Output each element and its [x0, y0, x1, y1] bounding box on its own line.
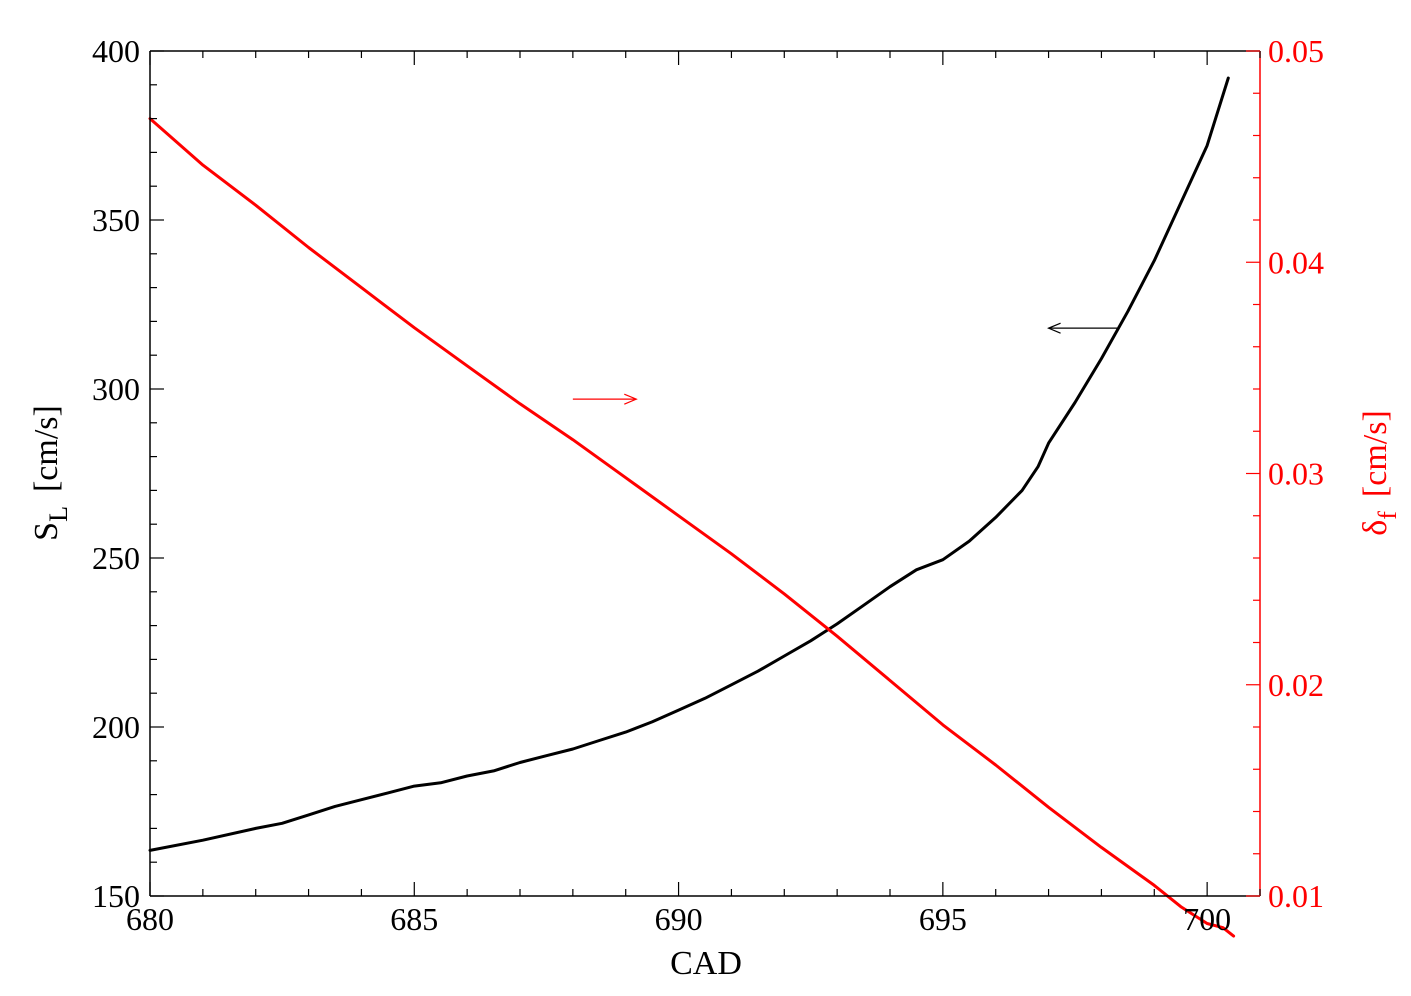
annotation-arrow-left-head: [1047, 322, 1061, 334]
right-y-axis-title: δf[cm/s]: [1357, 410, 1402, 536]
y-right-tick-label: 0.02: [1268, 667, 1324, 703]
y-left-tick-label: 400: [92, 33, 140, 69]
tick-labels: 680 685 690 695 700 150 200 250 300 350 400 0.01 0.0…: [92, 33, 1324, 937]
y-left-tick-label: 250: [92, 540, 140, 576]
y-right-tick-label: 0.04: [1268, 244, 1324, 280]
x-tick-label: 685: [390, 901, 438, 937]
sl-series-line: [148, 76, 1230, 852]
y-left-tick-label: 300: [92, 371, 140, 407]
y-left-tick-label: 150: [92, 878, 140, 914]
plot-lines: [148, 76, 1236, 938]
x-tick-label: 700: [1183, 901, 1231, 937]
y-left-tick-label: 350: [92, 202, 140, 238]
x-axis-title: CAD: [670, 945, 742, 982]
svg-text:SL[cm/s]: SL[cm/s]: [28, 405, 73, 541]
x-tick-label: 690: [655, 901, 703, 937]
axis-ticks: [149, 50, 1261, 897]
y-right-tick-label: 0.05: [1268, 33, 1324, 69]
delta-f-series-line: [148, 117, 1236, 938]
annotation-arrow-right-head: [624, 393, 638, 405]
annotation-arrows: [572, 322, 1118, 405]
plot-frame: [149, 50, 1261, 897]
y-left-tick-label: 200: [92, 709, 140, 745]
y-right-tick-label: 0.01: [1268, 878, 1324, 914]
y-right-tick-label: 0.03: [1268, 456, 1324, 492]
left-y-axis-title: SL[cm/s]: [28, 405, 73, 541]
x-tick-label: 695: [919, 901, 967, 937]
x-tick-label: 680: [126, 901, 174, 937]
svg-text:δf[cm/s]: δf[cm/s]: [1357, 410, 1402, 536]
